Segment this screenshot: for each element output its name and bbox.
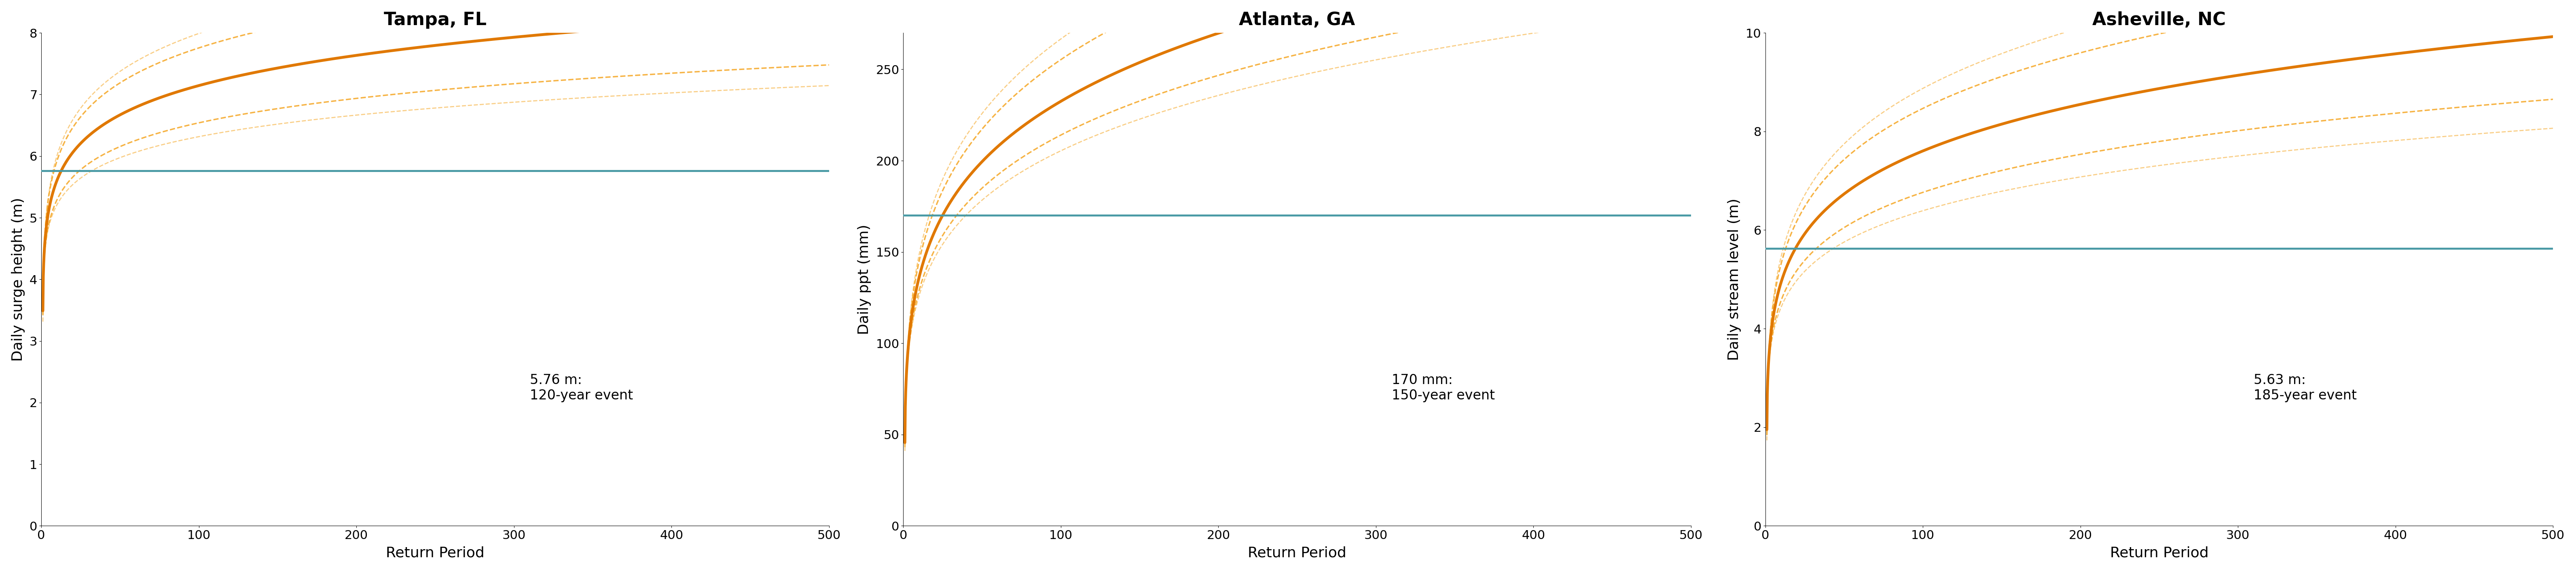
X-axis label: Return Period: Return Period [1247,546,1347,560]
Text: 5.63 m:
185-year event: 5.63 m: 185-year event [2254,373,2357,402]
Y-axis label: Daily ppt (mm): Daily ppt (mm) [858,224,871,335]
Text: 5.76 m:
120-year event: 5.76 m: 120-year event [531,373,634,402]
Y-axis label: Daily surge height (m): Daily surge height (m) [10,198,26,361]
Title: Asheville, NC: Asheville, NC [2092,11,2226,29]
Title: Atlanta, GA: Atlanta, GA [1239,11,1355,29]
X-axis label: Return Period: Return Period [2110,546,2208,560]
Y-axis label: Daily stream level (m): Daily stream level (m) [1728,198,1741,360]
Title: Tampa, FL: Tampa, FL [384,11,487,29]
X-axis label: Return Period: Return Period [386,546,484,560]
Text: 170 mm:
150-year event: 170 mm: 150-year event [1391,373,1494,402]
